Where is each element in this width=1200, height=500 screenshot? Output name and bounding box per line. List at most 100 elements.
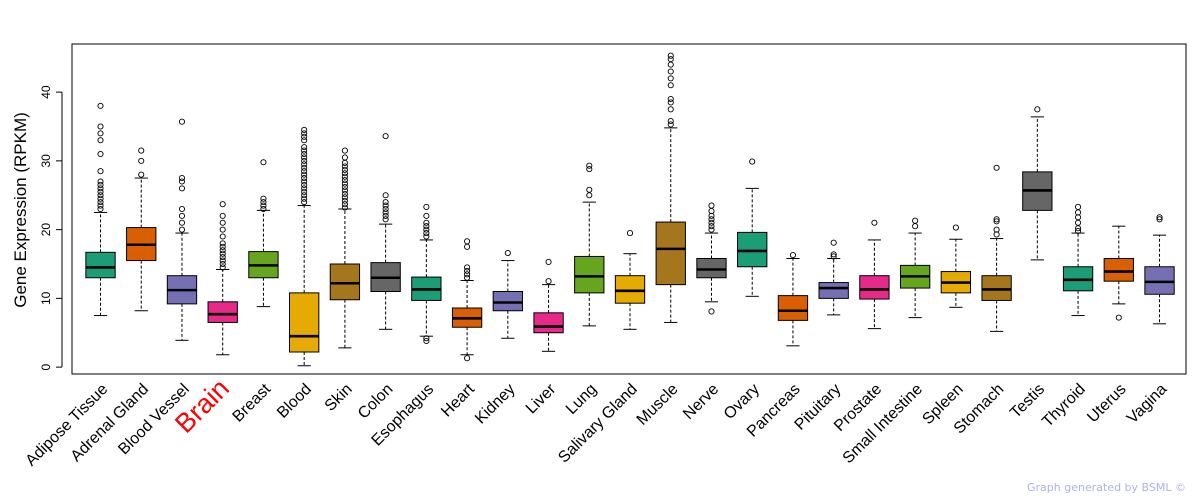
outlier-point-blood-17 (301, 137, 308, 144)
outlier-point-pituitary-2 (830, 239, 837, 246)
outlier-point-breast-3 (260, 195, 267, 202)
outlier-point-adipose-tissue-6 (97, 185, 104, 192)
outlier-point-muscle-7 (667, 68, 674, 75)
x-tick-label-kidney: Kidney (472, 381, 519, 428)
outlier-point-blood-20 (301, 126, 308, 133)
outlier-point-skin-11 (341, 166, 348, 173)
outlier-point-colon-4 (382, 202, 389, 209)
iqr-box-pancreas (777, 295, 809, 321)
outlier-point-colon-1 (382, 212, 389, 219)
outlier-point-muscle-9 (667, 56, 674, 63)
x-tick-label-uterus: Uterus (1084, 381, 1129, 426)
outlier-point-blood-0 (301, 199, 308, 206)
outlier-point-esophagus-7 (423, 212, 430, 219)
outlier-point-stomach-4 (993, 164, 1000, 171)
outlier-point-blood-2 (301, 192, 308, 199)
outlier-point-breast-4 (260, 159, 267, 166)
outlier-point-muscle-3 (667, 99, 674, 106)
iqr-box-stomach (981, 275, 1012, 301)
outlier-point-esophagus-2 (423, 233, 430, 240)
outlier-point-heart-1 (464, 274, 471, 281)
outlier-point-blood-vessel-6 (178, 175, 186, 182)
box-uterus (1103, 225, 1134, 321)
outlier-point-heart-3 (464, 267, 471, 274)
outlier-point-brain-1 (219, 260, 226, 268)
box-colon (370, 133, 401, 330)
box-ovary (737, 158, 768, 297)
outlier-point-breast-0 (260, 205, 267, 213)
outlier-point-small-intestine-1 (912, 217, 919, 224)
outlier-point-stomach-2 (993, 218, 1000, 225)
outlier-point-colon-0 (382, 216, 389, 223)
outlier-point-pituitary-1 (830, 251, 837, 258)
outlier-point-thyroid-0 (1075, 227, 1082, 235)
outlier-point-heart-5 (464, 243, 471, 250)
outlier-point-blood-6 (301, 178, 308, 185)
outlier-point-nerve-0 (708, 308, 715, 315)
outlier-point-colon-5 (382, 199, 389, 206)
outlier-point-skin-3 (341, 194, 348, 201)
credit-text: Graph generated by BSML © (1027, 481, 1186, 494)
x-tick-label-breast: Breast (230, 380, 275, 425)
outlier-point-skin-14 (341, 154, 348, 161)
outlier-point-vagina-0 (1156, 216, 1163, 223)
iqr-box-adipose-tissue (85, 251, 116, 279)
outlier-point-blood-18 (301, 133, 308, 140)
x-tick-label-vagina: Vagina (1124, 381, 1170, 427)
outlier-point-testis-0 (1034, 106, 1041, 113)
outlier-point-brain-12 (219, 201, 226, 208)
outlier-point-heart-2 (464, 271, 471, 278)
outlier-point-blood-9 (301, 168, 308, 175)
outlier-point-brain-3 (219, 254, 226, 261)
outlier-point-liver-1 (545, 258, 552, 265)
x-tick-label-skin: Skin (322, 381, 356, 415)
outlier-point-skin-10 (341, 170, 348, 177)
outlier-point-esophagus-4 (423, 226, 430, 233)
box-blood (289, 126, 320, 367)
iqr-box-skin (329, 263, 361, 301)
outlier-point-blood-19 (301, 130, 308, 137)
outlier-point-skin-1 (341, 201, 348, 208)
x-tick-label-nerve: Nerve (680, 381, 722, 423)
iqr-box-blood (289, 292, 320, 353)
iqr-box-ovary (737, 231, 768, 268)
outlier-point-brain-8 (219, 233, 226, 240)
outlier-point-heart-4 (464, 264, 471, 271)
box-testis (1022, 106, 1053, 261)
outlier-point-adipose-tissue-11 (97, 137, 104, 144)
outlier-point-esophagus-1 (423, 335, 430, 342)
outlier-point-muscle-8 (667, 61, 674, 68)
outlier-point-breast-2 (260, 199, 267, 206)
boxes-group (85, 52, 1175, 367)
outlier-point-skin-12 (341, 163, 348, 170)
outlier-point-blood-14 (301, 150, 308, 158)
outlier-point-esophagus-6 (423, 219, 430, 226)
outlier-point-lung-0 (586, 192, 593, 199)
outlier-point-brain-4 (219, 250, 226, 257)
box-skin (329, 147, 361, 349)
outlier-point-blood-7 (301, 175, 308, 182)
outlier-point-blood-4 (301, 185, 308, 192)
outlier-point-colon-6 (382, 192, 389, 199)
y-tick-label-40: 40 (39, 85, 53, 99)
outlier-point-adipose-tissue-2 (97, 199, 104, 206)
box-vagina (1144, 214, 1175, 325)
outlier-point-nerve-3 (708, 219, 715, 226)
outlier-point-adipose-tissue-13 (97, 123, 104, 130)
x-tick-label-blood: Blood (274, 381, 315, 422)
outlier-point-brain-2 (219, 257, 226, 264)
outlier-point-muscle-4 (667, 95, 674, 103)
outlier-point-stomach-1 (993, 226, 1000, 233)
box-muscle (655, 52, 686, 323)
outlier-point-small-intestine-0 (912, 223, 919, 230)
outlier-point-adipose-tissue-8 (97, 178, 104, 185)
outlier-point-skin-13 (341, 159, 348, 166)
outlier-point-nerve-4 (708, 216, 715, 223)
outlier-point-skin-8 (341, 177, 348, 184)
box-spleen (940, 224, 972, 308)
outlier-point-adipose-tissue-14 (97, 102, 104, 109)
outlier-point-lung-2 (586, 166, 593, 173)
outlier-point-blood-vessel-5 (178, 178, 186, 185)
outlier-point-skin-6 (341, 183, 348, 191)
